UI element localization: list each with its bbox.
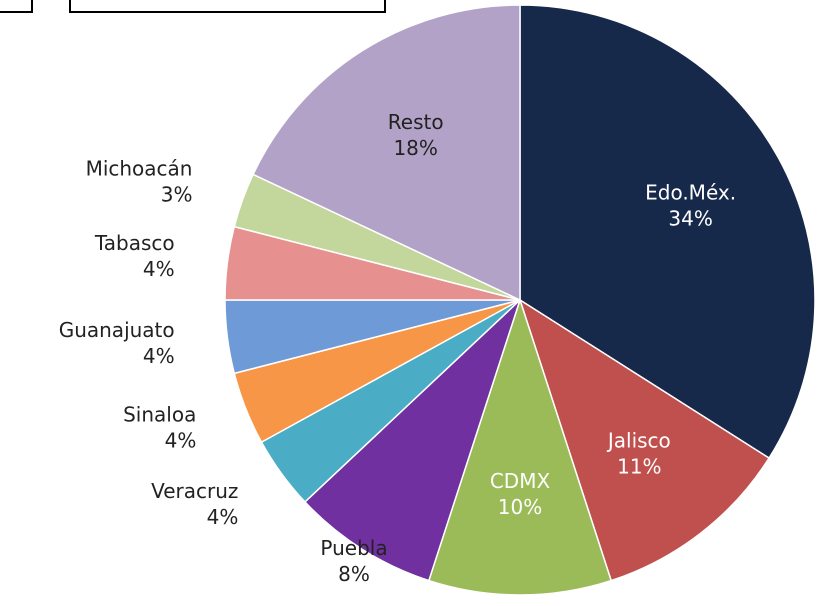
pie-slice xyxy=(252,4,521,302)
slice-value: 11% xyxy=(617,454,661,478)
pie-slice xyxy=(303,299,521,582)
slice-label: Guanajuato xyxy=(59,318,175,342)
box xyxy=(69,0,386,13)
slice-label: Edo.Méx. xyxy=(645,181,736,205)
slice-label: Jalisco xyxy=(606,428,671,452)
pie-slice xyxy=(427,297,613,596)
slice-label: Tabasco xyxy=(94,231,175,255)
slice-value: 4% xyxy=(165,429,197,453)
box xyxy=(0,0,33,13)
slice-value: 3% xyxy=(161,183,193,207)
slice-value: 4% xyxy=(143,344,175,368)
slice-value: 18% xyxy=(393,136,437,160)
slice-value: 4% xyxy=(207,505,239,529)
slice-value: 34% xyxy=(668,207,712,231)
slice-label: CDMX xyxy=(490,469,551,493)
slice-label: Resto xyxy=(388,110,444,134)
slice-label: Veracruz xyxy=(151,479,238,503)
pie-slice xyxy=(519,4,816,460)
slice-label: Puebla xyxy=(320,536,387,560)
pie-slice xyxy=(518,298,771,582)
slice-value: 4% xyxy=(143,257,175,281)
slice-value: 8% xyxy=(338,562,370,586)
slice-value: 10% xyxy=(498,495,542,519)
slice-label: Michoacán xyxy=(86,157,193,181)
slice-label: Sinaloa xyxy=(123,403,196,427)
